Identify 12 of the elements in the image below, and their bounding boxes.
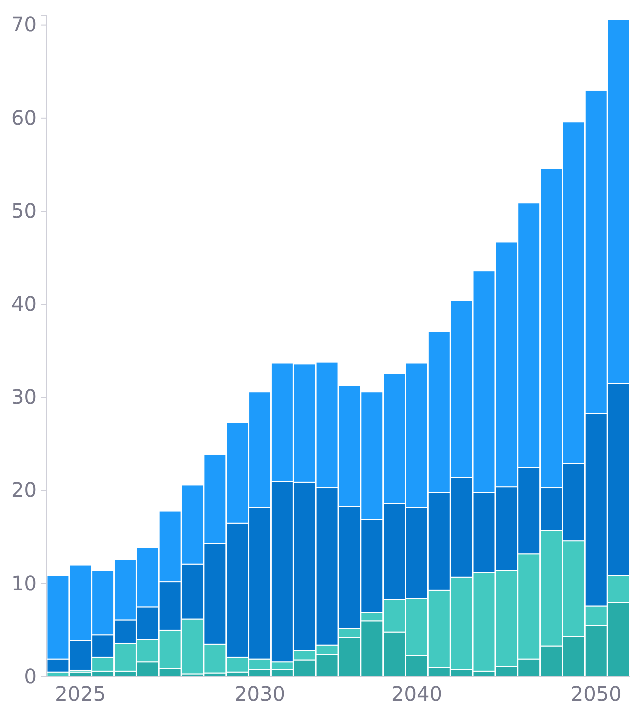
y-tick-label: 40 xyxy=(12,292,37,316)
x-tick-label: 2050 xyxy=(570,682,622,706)
y-tick-label: 50 xyxy=(12,198,37,223)
y-tick-label: 70 xyxy=(12,12,37,37)
y-tick-label: 10 xyxy=(12,571,37,596)
x-tick-label: 2040 xyxy=(392,682,442,706)
x-tick-label: 2030 xyxy=(234,682,286,706)
y-tick-label: 60 xyxy=(12,106,37,130)
y-tick-label: 30 xyxy=(12,385,37,410)
y-tick-label: 20 xyxy=(12,478,37,502)
x-tick-label: 2025 xyxy=(55,682,106,706)
y-tick-label: 0 xyxy=(24,664,37,688)
